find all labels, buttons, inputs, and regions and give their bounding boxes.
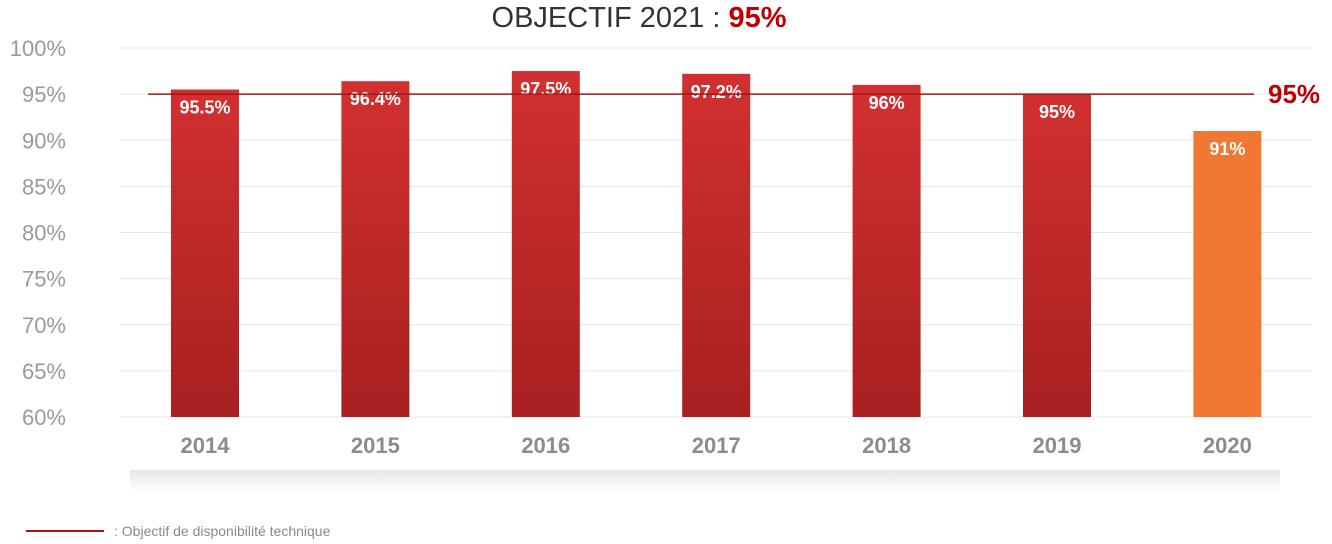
bar-2017 (682, 73, 751, 417)
bar-2019 (1023, 94, 1091, 417)
legend: : Objectif de disponibilité technique (26, 521, 330, 541)
y-tick-label: 70% (22, 313, 66, 338)
x-tick-label: 2014 (181, 433, 231, 458)
x-axis: 2014 2015 2016 2017 2018 2019 2020 (181, 433, 1252, 458)
bar-2015 (341, 81, 410, 418)
panel-shadow (130, 470, 1280, 492)
target-label: 95% (1268, 79, 1320, 109)
x-tick-label: 2020 (1203, 433, 1252, 458)
x-tick-label: 2016 (521, 433, 570, 458)
bar-value-label: 97.5% (520, 79, 571, 99)
y-tick-label: 100% (10, 36, 66, 61)
y-axis: 60% 65% 70% 75% 80% 85% 90% 95% 100% (10, 36, 66, 430)
legend-line-swatch (26, 530, 104, 532)
bar-chart: 60%65%70%75%80%85%90%95%100% 95.5% 96.4%9… (10, 36, 1320, 492)
bar-value-label: 91% (1209, 139, 1245, 159)
chart-title-prefix: OBJECTIF 2021 : (491, 2, 729, 34)
bar-value-label: 96% (869, 93, 905, 113)
y-tick-label: 60% (22, 405, 66, 430)
bar-2014 (171, 89, 239, 417)
target-line-group: 95% (148, 79, 1320, 109)
chart-title: OBJECTIF 2021 : 95% (0, 0, 1278, 36)
y-tick-label: 90% (22, 128, 66, 153)
x-tick-label: 2019 (1033, 433, 1082, 458)
y-tick-label: 80% (22, 221, 66, 246)
y-tick-label: 75% (22, 267, 66, 292)
y-tick-label: 95% (22, 82, 66, 107)
x-tick-label: 2018 (862, 433, 911, 458)
chart-title-highlight: 95% (728, 2, 787, 34)
bar-value-label: 95.5% (179, 98, 230, 118)
bar-2018 (852, 84, 921, 418)
bars: 95.5% 96.4% 97.5% 97.2% 96% 95% 91% (171, 71, 1262, 418)
y-tick-label: 65% (22, 359, 66, 384)
x-tick-label: 2017 (692, 433, 741, 458)
y-tick-label: 85% (22, 174, 66, 199)
bar-value-label: 95% (1039, 102, 1075, 122)
bar-2020 (1193, 131, 1262, 417)
bar-2016 (511, 71, 580, 417)
bar-value-label: 96.4% (350, 89, 401, 109)
bar-value-label: 97.2% (691, 82, 742, 102)
legend-label: : Objectif de disponibilité technique (114, 523, 331, 539)
x-tick-label: 2015 (351, 433, 400, 458)
